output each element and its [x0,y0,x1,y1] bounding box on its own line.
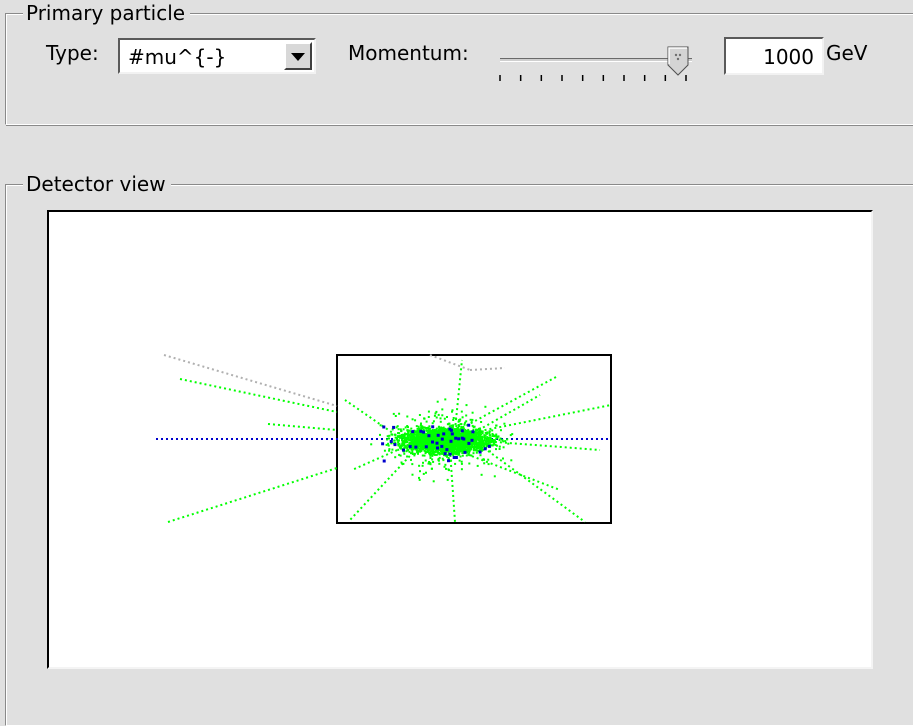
detector-view-title: Detector view [23,172,171,196]
dropdown-button[interactable] [284,42,312,70]
detector-event-display [156,354,612,524]
momentum-value-field[interactable]: 1000 [724,37,824,75]
slider-ticks [499,75,687,81]
shower-ray [344,399,401,439]
momentum-label: Momentum: [348,41,469,65]
shower-ray [449,449,456,523]
momentum-value: 1000 [763,45,814,69]
primary-particle-title: Primary particle [23,1,191,25]
shower-ray [439,376,557,441]
shower-ray [459,404,612,436]
primary-particle-group [5,13,913,125]
secondary-track [429,354,471,371]
slider-track [500,58,692,62]
secondary-track [267,423,338,431]
momentum-slider[interactable] [496,44,700,86]
secondary-track [163,354,338,407]
chevron-down-icon [291,53,305,61]
energy-deposits [381,423,491,463]
shower-ray [429,439,561,491]
shower-ray [351,439,421,471]
type-label: Type: [46,41,99,65]
shower-ray [469,394,541,436]
momentum-unit: GeV [826,41,868,65]
particle-type-select[interactable]: #mu^{-} [118,38,316,74]
secondary-track [167,467,338,523]
shower-ray [479,444,586,523]
particle-type-value: #mu^{-} [128,45,227,69]
detector-canvas[interactable] [47,210,873,669]
shower-hits [370,398,514,483]
secondary-track [469,367,506,371]
secondary-track [179,378,338,413]
slider-thumb[interactable] [667,46,689,76]
shower-ray [349,444,421,521]
